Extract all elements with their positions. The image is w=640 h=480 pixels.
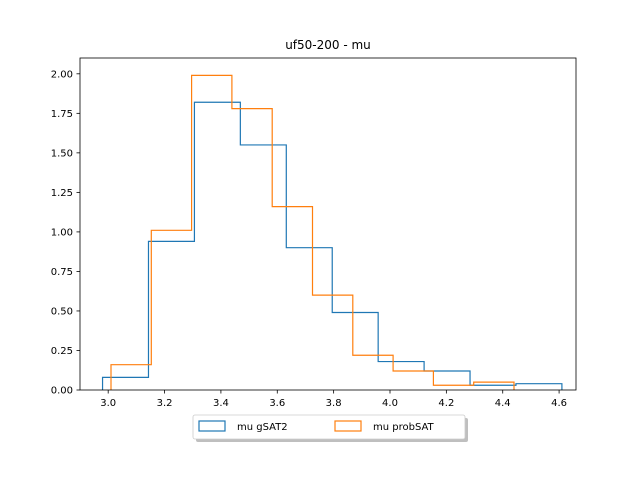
y-tick-label: 0.25	[51, 346, 73, 357]
legend-label-probsat: mu probSAT	[373, 422, 435, 433]
x-tick-label: 4.6	[551, 398, 567, 409]
series-0-outline	[101, 101, 563, 390]
legend-patch-gsat2	[198, 420, 226, 432]
y-tick-label: 2.00	[51, 69, 73, 80]
plot-frame	[79, 57, 577, 391]
chart-title: uf50-200 - mu	[285, 38, 371, 52]
y-tick-label: 0.00	[51, 386, 73, 397]
legend-label-gsat2: mu gSAT2	[237, 422, 288, 433]
x-tick-label: 4.4	[495, 398, 511, 409]
x-axis: 3.0 3.2 3.4 3.6 3.8 4.0 4.2 4.4 4.6	[100, 390, 567, 409]
series-layer	[101, 74, 563, 390]
x-tick-label: 3.6	[269, 398, 285, 409]
x-tick-label: 3.0	[100, 398, 116, 409]
x-tick-label: 3.8	[326, 398, 342, 409]
legend-box	[192, 414, 466, 440]
series-1-outline	[110, 74, 515, 390]
y-tick-label: 1.00	[51, 227, 73, 238]
legend-patch-probsat	[334, 420, 362, 432]
x-tick-label: 3.2	[157, 398, 173, 409]
x-tick-label: 4.2	[438, 398, 454, 409]
y-tick-label: 0.75	[51, 267, 73, 278]
y-tick-label: 1.50	[51, 148, 73, 159]
y-tick-label: 1.75	[51, 109, 73, 120]
x-tick-label: 4.0	[382, 398, 398, 409]
y-tick-label: 1.25	[51, 188, 73, 199]
legend: mu gSAT2 mu probSAT	[192, 414, 468, 442]
y-tick-label: 0.50	[51, 306, 73, 317]
x-tick-label: 3.4	[213, 398, 229, 409]
y-axis: 0.00 0.25 0.50 0.75 1.00 1.25 1.50 1.75 2.00	[51, 69, 80, 397]
